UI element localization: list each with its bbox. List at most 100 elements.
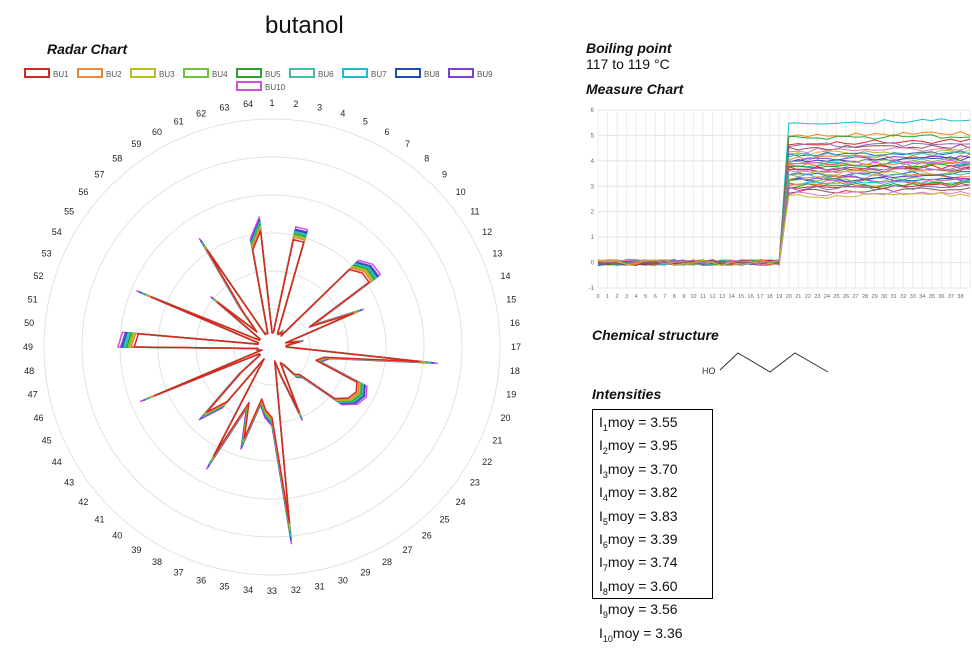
radar-axis-label: 1: [269, 98, 274, 108]
radar-axis-label: 56: [78, 187, 88, 197]
legend-item-bu1[interactable]: BU1: [24, 68, 69, 79]
radar-axis-label: 32: [291, 585, 301, 595]
legend-swatch: [183, 68, 209, 78]
radar-axis-label: 36: [196, 575, 206, 585]
legend-swatch: [289, 68, 315, 78]
legend-item-bu3[interactable]: BU3: [130, 68, 175, 79]
radar-axis-label: 30: [338, 575, 348, 585]
intensity-row: I6moy = 3.39: [599, 531, 712, 554]
measure-x-tick: 4: [635, 294, 638, 300]
intensity-symbol: I: [599, 484, 603, 501]
radar-axis-label: 46: [33, 413, 43, 423]
intensity-row: I9moy = 3.56: [599, 601, 712, 624]
radar-axis-label: 62: [196, 109, 206, 119]
measure-x-tick: 5: [644, 294, 647, 300]
intensity-index: 10: [602, 633, 613, 644]
radar-axis-label: 35: [219, 581, 229, 591]
radar-axis-label: 24: [456, 497, 466, 507]
measure-y-tick: 3: [591, 184, 595, 190]
measure-y-tick: 0: [591, 261, 595, 267]
radar-axis-label: 22: [482, 457, 492, 467]
legend-swatch: [236, 81, 262, 91]
measure-y-tick: 4: [591, 159, 595, 165]
intensity-symbol: I: [599, 530, 603, 547]
radar-axis-label: 60: [152, 127, 162, 137]
intensity-index: 6: [602, 539, 608, 550]
legend-item-bu4[interactable]: BU4: [183, 68, 228, 79]
radar-axis-label: 34: [243, 585, 253, 595]
measure-x-tick: 28: [862, 294, 868, 300]
measure-x-tick: 13: [719, 294, 725, 300]
radar-axis-label: 54: [52, 227, 62, 237]
measure-x-tick: 0: [596, 294, 599, 300]
legend-label: BU8: [424, 70, 440, 79]
radar-axis-label: 15: [506, 294, 516, 304]
measure-x-tick: 9: [682, 294, 685, 300]
radar-axis-label: 18: [510, 366, 520, 376]
radar-grid: [43, 118, 501, 576]
radar-axis-label: 64: [243, 99, 253, 109]
intensity-index: 4: [602, 492, 608, 503]
intensity-value: moy = 3.83: [607, 507, 678, 524]
radar-axis-label: 58: [112, 153, 122, 163]
radar-axis-label: 4: [340, 109, 345, 119]
radar-axis-label: 20: [500, 413, 510, 423]
measure-x-tick: 16: [748, 294, 754, 300]
measure-x-tick: 30: [881, 294, 887, 300]
radar-series-bu10: [117, 216, 438, 545]
legend-label: BU2: [106, 70, 122, 79]
radar-axis-label: 63: [219, 103, 229, 113]
carbon-chain: [719, 352, 829, 373]
intensity-value: moy = 3.70: [607, 460, 678, 477]
radar-axis-label: 50: [24, 318, 34, 328]
intensity-value: moy = 3.36: [612, 624, 683, 641]
intensity-value: moy = 3.55: [607, 414, 678, 430]
radar-axis-label: 3: [317, 103, 322, 113]
legend-item-bu9[interactable]: BU9: [448, 68, 493, 79]
legend-item-bu8[interactable]: BU8: [395, 68, 440, 79]
measure-x-tick: 27: [852, 294, 858, 300]
legend-item-bu5[interactable]: BU5: [236, 68, 281, 79]
measure-x-tick: 34: [919, 294, 925, 300]
radar-axis-label: 33: [267, 586, 277, 595]
intensity-value: moy = 3.74: [607, 554, 678, 571]
legend-swatch: [236, 68, 262, 78]
legend-item-bu6[interactable]: BU6: [289, 68, 334, 79]
intensity-symbol: I: [599, 554, 603, 571]
measure-x-tick: 32: [900, 294, 906, 300]
measure-x-tick: 17: [757, 294, 763, 300]
legend-label: BU7: [371, 70, 387, 79]
radar-axis-label: 53: [42, 249, 52, 259]
measure-x-tick: 31: [891, 294, 897, 300]
intensity-symbol: I: [599, 437, 603, 454]
intensities-heading: Intensities: [592, 386, 662, 402]
legend-label: BU6: [318, 70, 334, 79]
legend-item-bu2[interactable]: BU2: [77, 68, 122, 79]
legend-item-bu10[interactable]: BU10: [236, 81, 286, 92]
radar-chart-heading: Radar Chart: [47, 41, 128, 57]
measure-x-tick: 19: [776, 294, 782, 300]
legend-swatch: [24, 68, 50, 78]
intensity-row: I5moy = 3.83: [599, 508, 712, 531]
radar-axis-label: 48: [24, 366, 34, 376]
intensity-row: I8moy = 3.60: [599, 578, 712, 601]
intensity-index: 3: [602, 469, 608, 480]
measure-lines: [597, 118, 971, 266]
radar-axis-label: 42: [78, 497, 88, 507]
measure-x-tick: 6: [654, 294, 657, 300]
radar-axis-label: 23: [470, 478, 480, 488]
measure-x-tick: 38: [957, 294, 963, 300]
measure-x-tick: 29: [872, 294, 878, 300]
measure-chart-heading: Measure Chart: [586, 81, 684, 97]
radar-axis-label: 16: [510, 318, 520, 328]
radar-series-group: [117, 216, 438, 545]
radar-axis-label: 7: [405, 139, 410, 149]
legend-swatch: [448, 68, 474, 78]
radar-axis-label: 27: [403, 545, 413, 555]
legend-item-bu7[interactable]: BU7: [342, 68, 387, 79]
intensities-box: I1moy = 3.55 I2moy = 3.95 I3moy = 3.70 I4mo…: [592, 409, 713, 643]
measure-x-tick: 33: [910, 294, 916, 300]
chemical-structure: HO: [702, 352, 829, 376]
radar-axis-label: 2: [293, 99, 298, 109]
